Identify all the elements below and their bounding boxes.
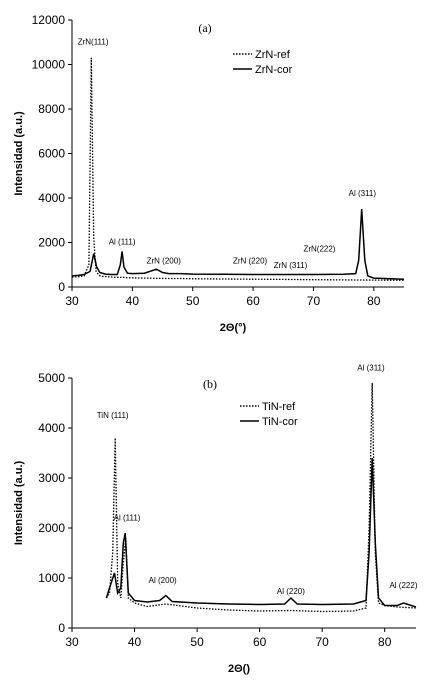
y-tick-label: 2000 xyxy=(38,521,65,535)
peak-annotation: ZrN(222) xyxy=(303,244,335,253)
y-tick-label: 10000 xyxy=(32,58,66,72)
legend-entry: ZrN-cor xyxy=(255,64,293,76)
y-tick-label: 12000 xyxy=(32,13,66,27)
x-tick-label: 40 xyxy=(128,635,142,649)
peak-annotation: ZrN (311) xyxy=(274,261,308,270)
y-tick-label: 2000 xyxy=(38,236,65,250)
chart-panel-1: 0 2000 4000 6000 8000 10000 12000 30 40 50 60 70 80 2… xyxy=(13,13,405,334)
x-tick-label: 60 xyxy=(246,294,260,308)
y-tick-label: 4000 xyxy=(38,191,65,205)
legend-entry: ZrN-ref xyxy=(255,49,291,61)
x-tick-label: 70 xyxy=(307,294,321,308)
y-tick-label: 6000 xyxy=(38,147,65,161)
x-tick-label: 50 xyxy=(186,294,200,308)
x-axis-label: 2Θ() xyxy=(228,663,250,675)
y-axis-label: Intensidad (a.u.) xyxy=(13,460,25,545)
x-tick-label: 30 xyxy=(65,635,79,649)
peak-annotation: Al (220) xyxy=(277,587,305,596)
legend: ZrN-ref ZrN-cor xyxy=(233,49,293,76)
x-tick-label: 40 xyxy=(126,294,140,308)
ref-series xyxy=(71,57,405,281)
y-axis-label: Intensidad (a.u.) xyxy=(13,111,25,196)
ref-series xyxy=(105,382,417,613)
chart-panel-2: 0 1000 2000 3000 4000 5000 30 40 50 60 70 80 2Θ() Int… xyxy=(13,364,418,676)
peak-annotation: Al (111) xyxy=(109,238,136,247)
legend-entry: TiN-ref xyxy=(262,401,296,413)
y-tick-label: 4000 xyxy=(38,421,65,435)
peak-annotation: ZrN (220) xyxy=(233,257,268,266)
y-tick-label: 0 xyxy=(58,621,65,635)
y-tick-label: 1000 xyxy=(38,571,65,585)
x-tick-label: 50 xyxy=(190,635,204,649)
peak-annotation: Al (111) xyxy=(114,514,141,523)
peak-annotation: Al (200) xyxy=(149,576,177,585)
x-tick-label: 80 xyxy=(378,635,392,649)
cor-series xyxy=(71,209,405,280)
y-tick-label: 8000 xyxy=(38,102,65,116)
panel-label: (b) xyxy=(203,377,217,391)
x-tick-label: 80 xyxy=(367,294,381,308)
x-tick-label: 60 xyxy=(253,635,267,649)
x-tick-label: 70 xyxy=(316,635,330,649)
legend: TiN-ref TiN-cor xyxy=(240,401,298,428)
y-tick-label: 3000 xyxy=(38,471,65,485)
x-axis-label: 2Θ(°) xyxy=(220,322,247,334)
peak-annotation: ZrN(111) xyxy=(78,37,109,46)
peak-annotation: TiN (111) xyxy=(97,411,129,420)
x-tick-label: 30 xyxy=(65,294,79,308)
peak-annotation: Al (311) xyxy=(349,189,377,198)
y-tick-label: 0 xyxy=(58,280,65,294)
cor-series xyxy=(105,457,417,608)
y-tick-label: 5000 xyxy=(38,371,65,385)
legend-entry: TiN-cor xyxy=(262,416,298,428)
panel-label: (a) xyxy=(198,21,211,35)
peak-annotation: Al (222) xyxy=(389,581,417,590)
peak-annotation: Al (311) xyxy=(357,364,385,373)
peak-annotation: ZrN (200) xyxy=(147,257,182,266)
